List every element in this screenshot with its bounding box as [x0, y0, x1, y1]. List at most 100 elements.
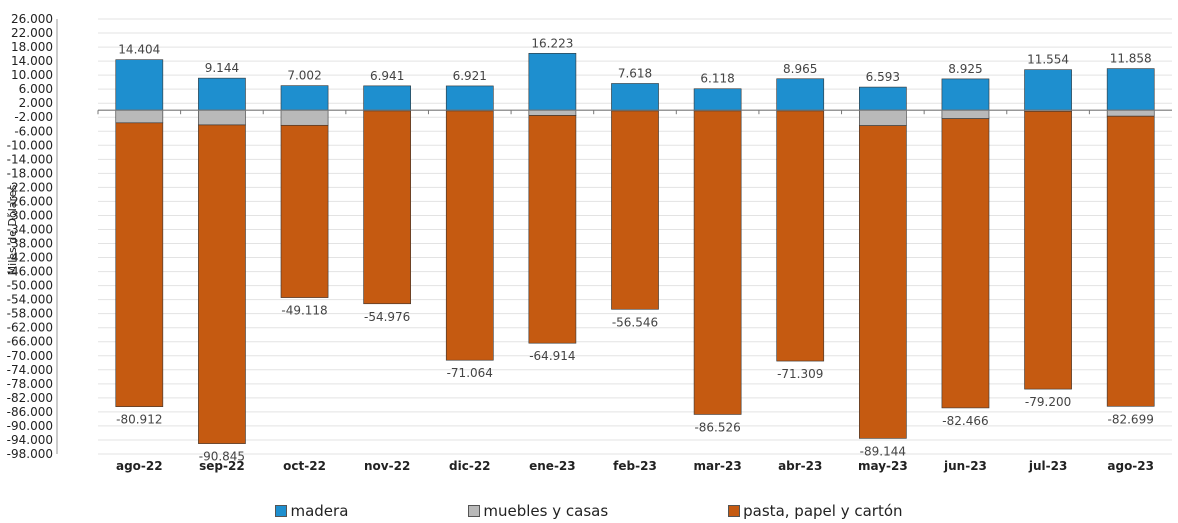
- y-tick-label: -18.000: [7, 166, 53, 180]
- bar-madera: [859, 86, 907, 111]
- bar-madera: [280, 85, 329, 111]
- bar-pasta: [1024, 110, 1072, 390]
- legend-swatch: [468, 505, 481, 517]
- y-tick-label: 2.000: [19, 96, 53, 110]
- y-tick-label: -38.000: [7, 237, 53, 251]
- y-axis-label: Miles de Dólares: [6, 184, 19, 275]
- data-label-pasta: -64.914: [529, 349, 575, 363]
- bar-pasta: [776, 110, 825, 362]
- x-tick-label: ene-23: [529, 459, 576, 473]
- legend-label: pasta, papel y cartón: [743, 502, 903, 520]
- y-tick-label: 18.000: [11, 40, 53, 54]
- y-tick-label: 10.000: [11, 68, 53, 82]
- bar-pasta: [445, 110, 494, 361]
- bar-pasta: [280, 124, 329, 298]
- y-tick-label: -22.000: [7, 180, 53, 194]
- bar-pasta: [859, 125, 907, 439]
- bar-madera: [363, 85, 411, 111]
- data-label-madera: 6.593: [866, 70, 900, 84]
- bar-muebles: [941, 109, 990, 119]
- x-tick-label: abr-23: [778, 459, 822, 473]
- data-label-madera: 6.941: [370, 69, 404, 83]
- bar-madera: [1106, 68, 1155, 111]
- bar-pasta: [115, 122, 164, 407]
- data-label-pasta: -82.466: [942, 414, 988, 428]
- y-axis: 26.00022.00018.00014.00010.0006.0002.000…: [7, 12, 58, 461]
- y-tick-label: -66.000: [7, 335, 53, 349]
- legend-item: madera: [275, 502, 348, 520]
- legend-swatch: [728, 505, 741, 517]
- bar-madera: [115, 59, 164, 111]
- data-label-pasta: -90.845: [199, 450, 245, 464]
- y-tick-label: 14.000: [11, 54, 53, 68]
- bars: [115, 52, 1155, 444]
- bar-muebles: [1106, 109, 1155, 117]
- bar-madera: [611, 83, 659, 111]
- data-label-pasta: -82.699: [1108, 412, 1154, 426]
- x-tick-label: ago-22: [116, 459, 163, 473]
- bar-madera: [445, 85, 494, 111]
- data-label-pasta: -71.309: [777, 367, 823, 381]
- y-tick-label: -94.000: [7, 433, 53, 447]
- data-label-pasta: -80.912: [116, 413, 162, 427]
- y-tick-label: 26.000: [11, 12, 53, 26]
- data-label-madera: 8.925: [948, 62, 982, 76]
- data-label-pasta: -56.546: [612, 315, 658, 329]
- x-tick-label: mar-23: [694, 459, 742, 473]
- data-label-pasta: -79.200: [1025, 395, 1071, 409]
- y-tick-label: -34.000: [7, 222, 53, 236]
- bar-pasta: [363, 110, 411, 305]
- bar-madera: [776, 78, 825, 111]
- bar-muebles: [198, 109, 246, 126]
- y-tick-label: -2.000: [14, 110, 53, 124]
- legend-item: pasta, papel y cartón: [728, 502, 903, 520]
- bar-madera: [1024, 69, 1072, 111]
- data-label-madera: 7.618: [618, 66, 652, 80]
- data-label-pasta: -71.064: [447, 366, 493, 380]
- x-tick-label: may-23: [858, 459, 908, 473]
- y-tick-label: -82.000: [7, 391, 53, 405]
- data-label-madera: 11.858: [1110, 52, 1152, 66]
- bar-pasta: [528, 115, 577, 344]
- bar-muebles: [115, 109, 164, 124]
- data-label-madera: 8.965: [783, 62, 817, 76]
- bar-pasta: [1106, 115, 1155, 407]
- bar-madera: [198, 77, 246, 111]
- data-label-madera: 6.118: [700, 72, 734, 86]
- legend: madera muebles y casas pasta, papel y cart…: [0, 502, 1178, 520]
- y-tick-label: -42.000: [7, 251, 53, 265]
- data-label-madera: 7.002: [287, 69, 321, 83]
- y-tick-label: -78.000: [7, 377, 53, 391]
- x-tick-label: jul-23: [1028, 459, 1067, 473]
- bar-pasta: [941, 118, 990, 409]
- x-tick-label: nov-22: [364, 459, 410, 473]
- legend-label: muebles y casas: [483, 502, 609, 520]
- data-label-pasta: -54.976: [364, 310, 410, 324]
- legend-label: madera: [290, 502, 349, 520]
- data-labels: 14.404 -80.912 9.144 -90.845 7.002 -49.118 6.9…: [116, 36, 1154, 463]
- x-tick-label: jun-23: [943, 459, 987, 473]
- bar-madera: [941, 78, 990, 111]
- y-tick-label: -54.000: [7, 293, 53, 307]
- bar-muebles: [280, 109, 329, 126]
- y-tick-label: -26.000: [7, 194, 53, 208]
- chart: 26.00022.00018.00014.00010.0006.0002.000…: [6, 12, 1172, 473]
- data-label-madera: 11.554: [1027, 53, 1069, 67]
- x-axis: ago-22 sep-22 oct-22 nov-22 dic-22 ene-23 feb-…: [97, 109, 1172, 473]
- legend-item: muebles y casas: [468, 502, 608, 520]
- y-tick-label: -74.000: [7, 363, 53, 377]
- y-tick-label: -14.000: [7, 152, 53, 166]
- data-label-pasta: -86.526: [694, 420, 740, 434]
- data-label-pasta: -49.118: [281, 304, 327, 318]
- bar-pasta: [693, 110, 742, 415]
- y-tick-label: -30.000: [7, 208, 53, 222]
- bar-madera: [693, 88, 742, 111]
- x-tick-label: feb-23: [613, 459, 657, 473]
- bar-pasta: [611, 110, 659, 310]
- y-tick-label: -98.000: [7, 447, 53, 461]
- y-tick-label: -70.000: [7, 349, 53, 363]
- y-tick-label: -10.000: [7, 138, 53, 152]
- x-tick-label: sep-22: [199, 459, 245, 473]
- y-tick-label: -6.000: [14, 124, 53, 138]
- y-tick-label: -46.000: [7, 265, 53, 279]
